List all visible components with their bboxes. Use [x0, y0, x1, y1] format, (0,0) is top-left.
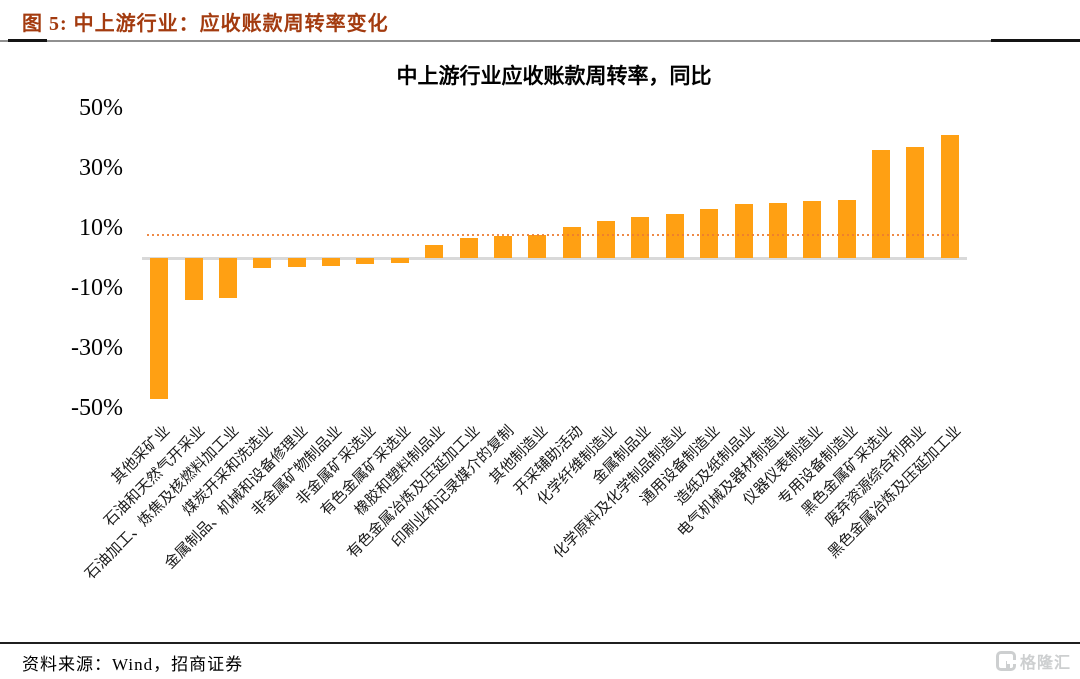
header-divider — [0, 40, 1080, 42]
figure-caption: 图 5: 中上游行业：应收账款周转率变化 — [22, 13, 389, 35]
bar — [253, 258, 272, 268]
bar — [734, 204, 753, 258]
bar — [425, 244, 444, 258]
bar — [768, 203, 787, 258]
bar — [597, 220, 616, 258]
bar — [803, 201, 822, 258]
gelonghui-logo-text: 格隆汇 — [1019, 655, 1071, 672]
header-divider-accent-right — [991, 39, 1080, 42]
bar — [631, 216, 650, 258]
bar — [906, 147, 925, 258]
bar — [218, 258, 237, 299]
bar — [356, 258, 375, 264]
bar — [872, 150, 891, 258]
chart-title: 中上游行业应收账款周转率，同比 — [396, 64, 712, 88]
x-axis-baseline — [142, 257, 967, 260]
y-axis-tick-label: -10% — [71, 275, 123, 301]
bar — [459, 237, 478, 258]
bar — [287, 258, 306, 268]
y-axis-tick-label: 10% — [79, 215, 123, 241]
header-divider-accent-left — [8, 39, 47, 42]
bar — [700, 209, 719, 258]
footer-divider — [0, 642, 1080, 644]
bar — [150, 258, 169, 399]
reference-dotted-line — [147, 234, 958, 236]
y-axis-tick-label: 50% — [79, 95, 123, 121]
bar — [837, 199, 856, 258]
bar — [390, 258, 409, 263]
gelonghui-logo-icon — [995, 651, 1016, 671]
bar — [322, 258, 341, 267]
bar — [493, 236, 512, 258]
bar — [940, 135, 959, 258]
y-axis-tick-label: 30% — [79, 155, 123, 181]
bar — [184, 258, 203, 300]
y-axis-tick-label: -50% — [71, 395, 123, 421]
gelonghui-watermark: 格隆汇 — [995, 649, 1071, 673]
bar — [562, 227, 581, 258]
source-note: 资料来源：Wind，招商证券 — [22, 655, 244, 674]
y-axis-tick-label: -30% — [71, 335, 123, 361]
bar — [528, 234, 547, 258]
